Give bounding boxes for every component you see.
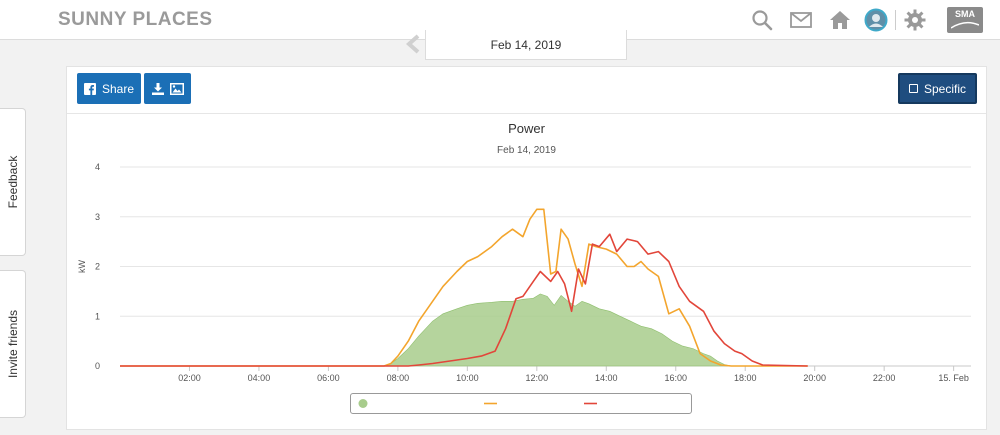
selected-date: Feb 14, 2019: [490, 38, 562, 52]
chart-title: Power: [508, 121, 545, 136]
x-tick-label: 18:00: [734, 373, 757, 383]
chart-legend-items: [358, 399, 597, 408]
home-icon[interactable]: [828, 8, 852, 32]
chart-series: [120, 208, 808, 367]
x-tick-label: 14:00: [595, 373, 618, 383]
x-tick-label: 20:00: [803, 373, 826, 383]
chevron-left-icon[interactable]: [404, 34, 422, 54]
series-line-2: [120, 233, 808, 367]
export-image-button[interactable]: [144, 73, 191, 104]
chart-subtitle: Feb 14, 2019: [497, 145, 556, 156]
y-tick-label: 3: [95, 212, 100, 222]
x-tick-label: 02:00: [178, 373, 201, 383]
invite-friends-tab[interactable]: Invite friends: [0, 270, 26, 418]
toolbar-divider: [67, 113, 986, 114]
x-tick-label: 10:00: [456, 373, 479, 383]
x-tick-label: 15. Feb: [938, 373, 969, 383]
y-tick-label: 4: [95, 162, 100, 172]
sma-logo[interactable]: SMA: [947, 7, 983, 33]
x-tick-label: 22:00: [873, 373, 896, 383]
image-icon: [169, 82, 184, 95]
share-button-label: Share: [101, 81, 135, 96]
x-tick-label: 04:00: [248, 373, 271, 383]
brand-title[interactable]: SUNNY PLACES: [58, 9, 213, 30]
search-icon[interactable]: [750, 8, 774, 32]
chart-axis-ticks: 0 1 2 3 4 02:00 04:00 06:00 08:00 10:00 12:00 14:00…: [77, 162, 969, 383]
gear-icon[interactable]: [903, 8, 927, 32]
specific-checkbox-icon: [908, 84, 918, 93]
x-tick-label: 16:00: [664, 373, 687, 383]
download-icon: [151, 82, 164, 95]
feedback-tab[interactable]: Feedback: [0, 108, 26, 256]
feedback-tab-label: Feedback: [5, 155, 20, 209]
invite-friends-tab-label: Invite friends: [5, 309, 20, 379]
x-tick-label: 08:00: [387, 373, 410, 383]
date-selector[interactable]: Feb 14, 2019: [425, 30, 627, 60]
x-tick-label: 06:00: [317, 373, 340, 383]
facebook-icon: [83, 82, 96, 95]
y-tick-label: 2: [95, 262, 100, 272]
series-area-0: [120, 293, 808, 367]
logo-swoosh-icon: [951, 21, 979, 29]
legend-marker-area: [358, 399, 368, 408]
mail-icon[interactable]: [789, 8, 813, 32]
specific-button-label: Specific: [923, 81, 967, 96]
sma-logo-text: SMA: [955, 9, 975, 19]
header-divider: [895, 10, 896, 30]
specific-button[interactable]: Specific: [898, 73, 977, 104]
x-tick-label: 12:00: [526, 373, 549, 383]
power-chart: 0 1 2 3 4 02:00 04:00 06:00 08:00 10:00 12:00 14:00…: [77, 162, 971, 383]
y-axis-label: kW: [77, 260, 87, 274]
avatar[interactable]: [864, 8, 888, 32]
y-tick-label: 1: [95, 311, 100, 321]
y-tick-label: 0: [95, 361, 100, 371]
series-line-1: [120, 208, 808, 367]
share-button[interactable]: Share: [77, 73, 141, 104]
chart-legend[interactable]: [350, 393, 692, 414]
